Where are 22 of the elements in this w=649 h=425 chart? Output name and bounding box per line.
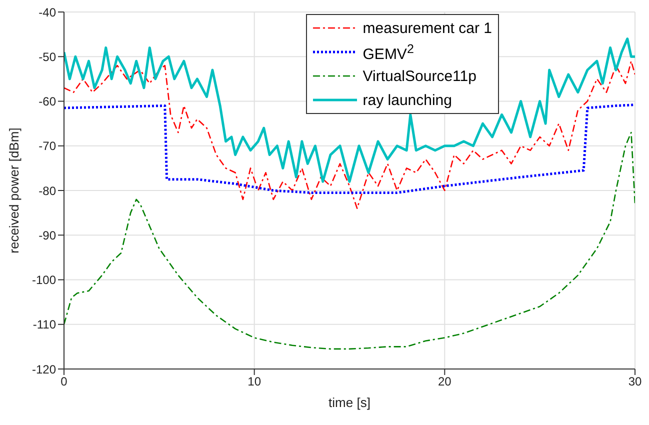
legend-label: measurement car 1 [362,20,492,36]
line-series [64,38,635,183]
legend-label: GEMV$^{2}$ [362,42,414,62]
y-tick-label: -100 [32,273,56,288]
x-tick-label: 30 [628,374,642,389]
x-tick-label: 0 [60,374,68,389]
y-tick-label: -50 [38,50,56,64]
line-series [64,132,635,350]
legend-label: ray launching [362,92,452,108]
x-axis-title: time [s] [328,395,370,410]
y-tick-label: -40 [38,5,56,20]
y-tick-label: -60 [38,94,56,109]
legend-label: VirtualSource11p [362,68,476,84]
y-tick-label: -110 [32,318,56,332]
x-tick-label: 10 [248,374,262,389]
y-axis-title: received power [dBm] [6,128,22,254]
line-series [64,60,635,209]
y-tick-label: -120 [32,362,56,376]
y-tick-label: -80 [38,184,56,198]
x-tick-label: 20 [438,374,452,389]
y-tick-label: -70 [38,139,56,154]
y-tick-label: -90 [38,228,56,242]
